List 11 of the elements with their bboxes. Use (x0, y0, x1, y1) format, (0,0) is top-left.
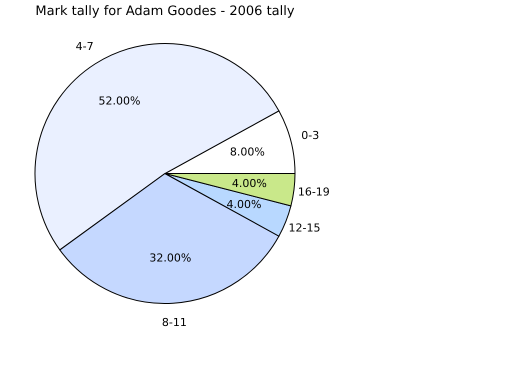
data-label: 8.00% (230, 145, 265, 158)
slice-label: 0-3 (301, 129, 320, 142)
data-label: 4.00% (232, 177, 267, 190)
data-label: 4.00% (226, 198, 262, 211)
slice-label: 8-11 (162, 316, 187, 330)
data-label: 52.00% (98, 94, 140, 108)
slice-label: 4-7 (76, 40, 94, 53)
data-label: 32.00% (149, 251, 192, 264)
slice-label: 12-15 (288, 222, 320, 235)
chart-title: Mark tally for Adam Goodes - 2006 tally (35, 4, 295, 19)
slice-label: 16-19 (298, 185, 330, 198)
